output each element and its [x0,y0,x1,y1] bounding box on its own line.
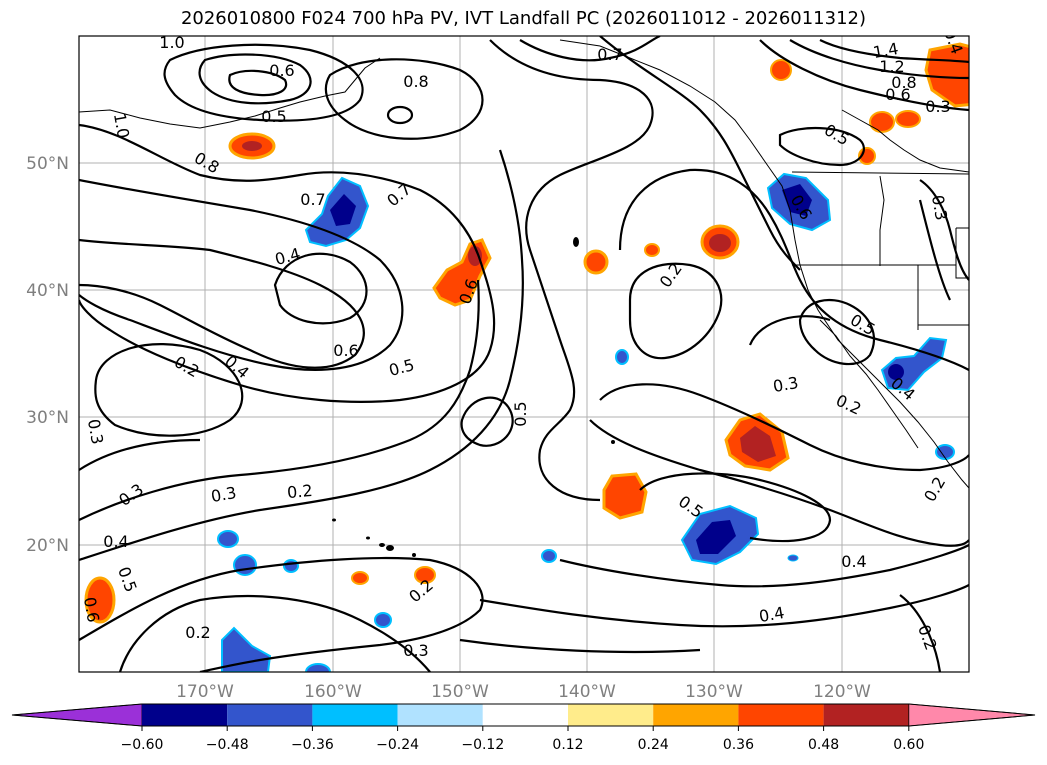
ivt-anomaly-patch [770,59,792,81]
contour-label: 0.2 [286,481,313,502]
contour-label: 0.2 [185,623,210,642]
colorbar-bin [568,704,654,726]
contour-label: 1.0 [110,112,133,140]
colorbar-tick-label: 0.36 [723,737,754,753]
contour-label: 0.3 [925,97,950,116]
contour-label: 0.6 [80,596,103,624]
ivt-anomaly-patch [414,566,436,584]
colorbar-tick-label: −0.24 [376,737,419,753]
ivt-anomaly-patch [541,549,557,563]
latitude-labels: 50°N 40°N 30°N 20°N [26,154,69,556]
ivt-anomaly-patch [644,243,660,257]
map-frame [78,35,970,673]
ivt-anomaly-patch [283,559,299,573]
colorbar-tick-label: 0.24 [638,737,669,753]
colorbar-bin [227,704,313,726]
lon-label: 150°W [431,682,489,702]
contour-label: 1.2 [879,57,904,76]
lon-label: 140°W [558,682,616,702]
colorbar-tick-label: 0.60 [893,737,924,753]
contour-label: 0.6 [333,341,358,360]
pv-contours [79,36,969,672]
contour-label: 0.4 [103,532,128,551]
colorbar-tick-label: 0.12 [552,737,583,753]
lon-label: 160°W [304,682,362,702]
colorbar-bin [738,704,824,726]
longitude-labels: 170°W 160°W 150°W 140°W 130°W 120°W [176,682,871,702]
colorbar-bin [653,704,739,726]
colorbar-tick-label: 0.48 [808,737,839,753]
contour-label: 0.3 [403,641,428,660]
contour-label: 0.8 [891,73,916,92]
islands [332,237,615,557]
colorbar-tick-label: −0.12 [461,737,504,753]
contour-label: 0.4 [841,552,866,571]
colorbar-bin [823,704,909,726]
ivt-anomaly-patch [869,111,895,133]
ivt-anomaly-patch [787,554,799,562]
lat-label: 30°N [26,408,69,428]
ivt-anomaly-patch [233,554,257,576]
colorbar-tick-label: −0.36 [291,737,334,753]
colorbar-bin [142,704,228,726]
ivt-anomaly-patch [895,110,921,128]
colorbar-bin [397,704,483,726]
colorbar-tick-label: −0.60 [121,737,164,753]
ivt-anomaly-patch [602,472,648,520]
ivt-positive-anomalies [84,42,969,624]
contour-label: 1.0 [159,33,184,52]
lat-label: 20°N [26,536,69,556]
lon-label: 120°W [813,682,871,702]
contour-label: 0.6 [269,61,294,80]
colorbar-tick-label: −0.48 [206,737,249,753]
colorbar-tick-labels: −0.60 −0.48 −0.36 −0.24 −0.12 0.12 0.24 … [121,737,925,753]
ivt-negative-anomalies [217,172,955,672]
ivt-anomaly-patch [351,571,369,585]
colorbar-under [11,703,143,727]
lat-label: 50°N [26,154,69,174]
map-area: 1.0 0.6 0.5 0.8 0.8 1.0 0.7 0.7 0.4 0.6 … [79,33,969,672]
contour-label: 0.5 [261,107,286,126]
lon-label: 170°W [176,682,234,702]
coastlines [79,39,969,489]
contour-label: 1.4 [872,39,900,62]
map-title: 2026010800 F024 700 hPa PV, IVT Landfall… [180,8,867,29]
contour-label: 0.5 [511,401,530,426]
contour-label: 0.8 [403,72,428,91]
colorbar-over [908,703,1036,727]
contour-label: 0.6 [885,85,910,104]
colorbar-bin [482,704,568,726]
contour-label: 0.3 [210,483,238,506]
contour-label: 0.3 [772,373,800,396]
lat-label: 40°N [26,281,69,301]
ivt-anomaly-patch [305,663,331,672]
ivt-anomaly-patch [217,530,239,548]
contour-label: 0.7 [597,45,622,64]
ivt-anomaly-patch [583,249,609,275]
ivt-anomaly-patch [84,576,116,624]
ivt-anomaly-patch [374,612,392,628]
colorbar-bin [312,704,398,726]
contour-label: 0.3 [84,418,107,446]
contour-label: 0.7 [300,190,325,209]
ivt-anomaly-patch [935,444,955,460]
contour-label: 0.3 [928,194,951,222]
contour-label: 0.4 [758,603,786,626]
colorbar: −0.60 −0.48 −0.36 −0.24 −0.12 0.12 0.24 … [11,703,1036,753]
ivt-anomaly-patch [615,349,629,365]
lon-label: 130°W [685,682,743,702]
